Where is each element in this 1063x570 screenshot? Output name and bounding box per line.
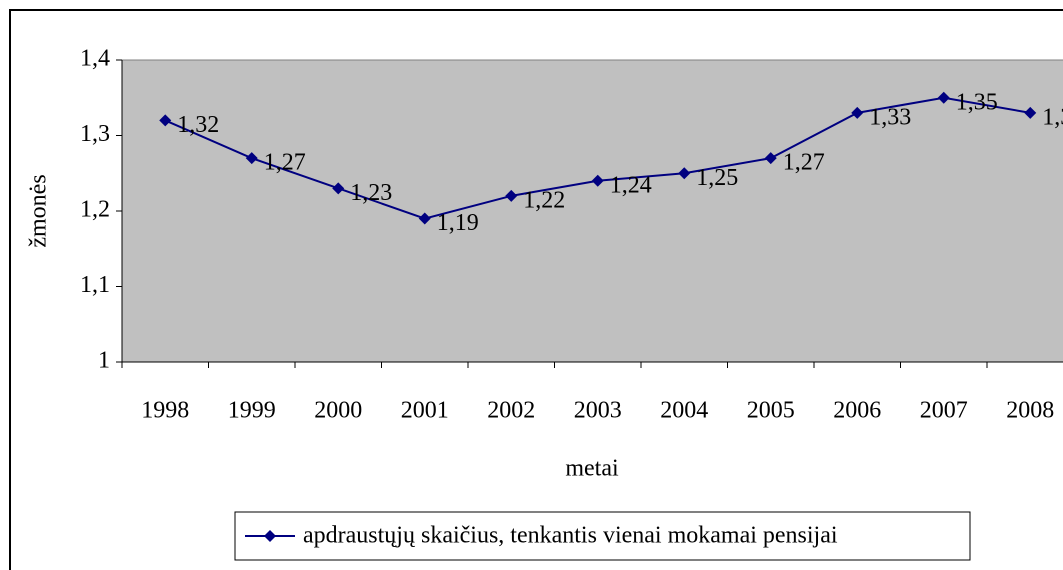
x-tick-label: 2006 (833, 398, 881, 424)
plot-area (121, 59, 1063, 363)
y-tick-label: 1,3 (80, 121, 110, 147)
legend-marker (264, 530, 276, 542)
legend-box (234, 511, 971, 561)
x-tick-label: 2008 (1006, 398, 1054, 424)
data-label: 1,33 (1042, 104, 1063, 130)
y-tick-label: 1,2 (80, 197, 110, 223)
x-tick-label: 2004 (660, 398, 708, 424)
point-marker (1024, 106, 1037, 119)
x-tick-label: 2000 (314, 398, 362, 424)
point-marker (591, 174, 604, 187)
point-marker (937, 91, 950, 104)
point-marker (764, 152, 777, 165)
x-tick-label: 2001 (401, 398, 449, 424)
data-label: 1,25 (696, 165, 738, 191)
point-marker (332, 182, 345, 195)
point-marker (851, 106, 864, 119)
point-marker (418, 212, 431, 225)
x-tick-label: 1999 (228, 398, 276, 424)
x-tick-label: 2002 (487, 398, 535, 424)
data-label: 1,27 (264, 150, 306, 176)
y-tick-label: 1,4 (80, 46, 110, 72)
x-axis-label: metai (565, 456, 619, 482)
data-label: 1,32 (177, 112, 219, 138)
y-tick-label: 1 (98, 348, 110, 374)
data-label: 1,24 (610, 172, 652, 198)
x-tick-label: 2007 (920, 398, 968, 424)
y-tick-label: 1,1 (80, 272, 110, 298)
x-tick-label: 2003 (574, 398, 622, 424)
point-marker (159, 114, 172, 127)
y-axis-label: žmonės (26, 174, 52, 247)
data-label: 1,33 (869, 104, 911, 130)
point-marker (505, 189, 518, 202)
data-label: 1,27 (783, 150, 825, 176)
point-marker (678, 167, 691, 180)
legend-label: apdraustųjų skaičius, tenkantis vienai m… (303, 523, 838, 549)
data-label: 1,23 (350, 180, 392, 206)
data-label: 1,35 (956, 89, 998, 115)
x-tick-label: 1998 (141, 398, 189, 424)
data-label: 1,19 (437, 210, 479, 236)
data-label: 1,22 (523, 187, 565, 213)
x-tick-label: 2005 (747, 398, 795, 424)
point-marker (245, 152, 258, 165)
